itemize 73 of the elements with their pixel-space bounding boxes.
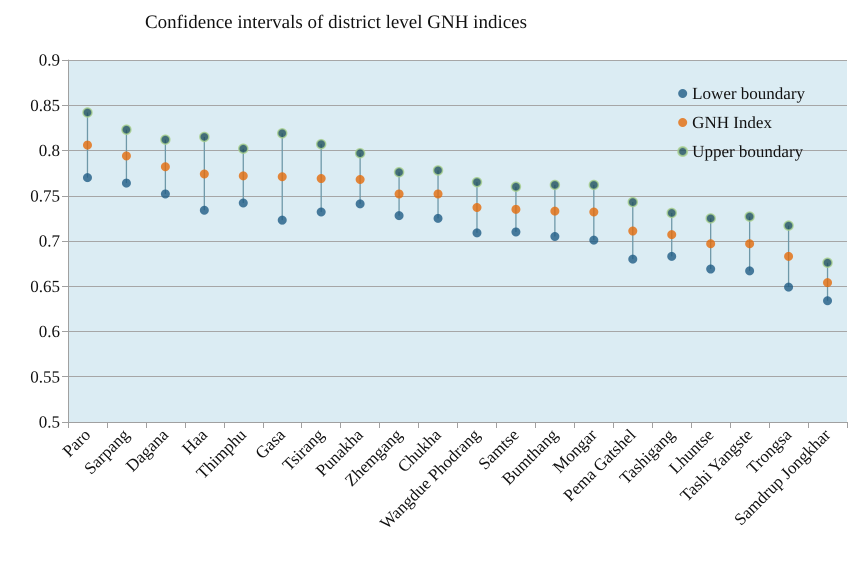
point	[823, 296, 832, 306]
legend-label: Upper boundary	[692, 142, 804, 161]
point	[278, 216, 287, 225]
point	[160, 134, 171, 145]
point	[394, 211, 404, 220]
point	[160, 189, 170, 198]
point	[744, 211, 755, 222]
point	[706, 239, 716, 248]
point	[238, 171, 248, 180]
point	[745, 266, 754, 276]
y-tick-label: 0.85	[30, 96, 60, 115]
point	[394, 189, 404, 198]
point	[316, 138, 326, 150]
y-tick-label: 0.65	[30, 276, 60, 296]
point	[472, 203, 482, 212]
point	[122, 178, 131, 188]
point	[510, 181, 522, 192]
point	[354, 148, 366, 158]
point	[628, 226, 638, 236]
point	[667, 252, 676, 261]
point	[550, 232, 560, 241]
legend-label: GNH Index	[692, 113, 772, 132]
point	[666, 208, 677, 218]
point	[238, 143, 249, 154]
point	[550, 180, 560, 190]
y-tick-label: 0.5	[38, 412, 60, 432]
point	[238, 198, 248, 208]
point	[82, 140, 92, 150]
point	[160, 162, 170, 172]
point	[667, 230, 676, 240]
point	[434, 189, 443, 198]
point	[628, 196, 638, 208]
point	[511, 204, 520, 214]
point	[823, 278, 832, 288]
point	[472, 228, 482, 238]
point	[122, 151, 131, 160]
point	[588, 180, 600, 190]
point	[511, 227, 520, 236]
point	[628, 254, 638, 264]
point	[706, 264, 716, 274]
point	[200, 170, 209, 179]
point	[432, 165, 444, 176]
legend-label: Lower boundary	[692, 84, 806, 103]
chart-title: Confidence intervals of district level GNH indices	[145, 12, 528, 33]
point	[356, 174, 365, 184]
point	[745, 239, 754, 248]
y-tick-label: 0.55	[30, 367, 60, 386]
y-tick-label: 0.75	[30, 186, 60, 206]
point	[783, 220, 794, 231]
point	[589, 236, 598, 245]
point	[550, 206, 560, 216]
point	[200, 206, 209, 215]
point	[784, 252, 794, 261]
point	[472, 176, 482, 188]
point	[82, 107, 93, 118]
point	[199, 132, 210, 142]
point	[784, 282, 794, 292]
y-tick-label: 0.6	[38, 322, 60, 341]
y-tick-label: 0.7	[38, 232, 60, 250]
point	[276, 128, 288, 139]
point	[822, 257, 833, 268]
y-tick-label: 0.8	[38, 141, 60, 160]
point	[434, 214, 443, 223]
point	[82, 173, 92, 182]
point	[394, 166, 404, 178]
point	[316, 174, 326, 184]
point	[356, 199, 365, 208]
point	[278, 172, 287, 182]
point	[589, 208, 598, 217]
point	[705, 213, 716, 224]
y-tick-label: 0.9	[38, 50, 60, 70]
point	[121, 124, 132, 135]
point	[316, 208, 326, 217]
